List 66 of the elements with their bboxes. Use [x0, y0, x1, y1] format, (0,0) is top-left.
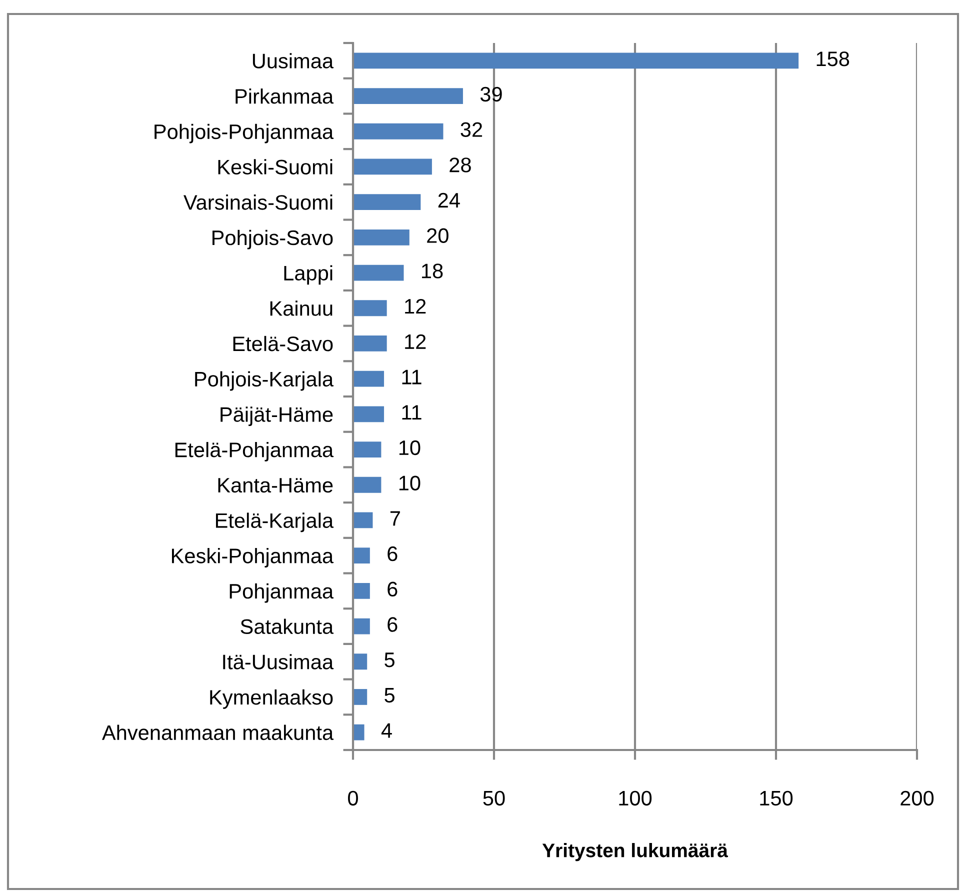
x-tick-label: 200: [900, 790, 934, 806]
data-label: 39: [480, 86, 502, 102]
bar: [353, 724, 364, 740]
data-label: 158: [816, 52, 850, 66]
bar: [353, 512, 373, 528]
x-tick-label: 150: [760, 790, 793, 806]
bar: [353, 158, 432, 175]
data-label: 7: [390, 511, 400, 526]
data-label: 20: [427, 228, 448, 244]
bar: [353, 618, 370, 634]
bar: [353, 264, 404, 281]
data-label: 5: [384, 688, 394, 703]
y-tick-label: Kainuu: [270, 300, 332, 316]
data-label: 6: [388, 617, 398, 632]
y-tick-label: Pohjois-Karjala: [195, 371, 334, 391]
y-tick-label: Etelä-Karjala: [216, 512, 334, 532]
y-tick-label: Päijät-Häme: [220, 406, 333, 426]
data-label: 24: [438, 192, 460, 208]
data-label: 10: [399, 440, 420, 456]
bar: [353, 229, 410, 246]
data-label: 4: [381, 723, 392, 738]
bar: [353, 52, 799, 69]
x-tick-label: 100: [619, 790, 652, 806]
y-tick-label: Pohjois-Savo: [212, 230, 333, 250]
bar: [353, 123, 444, 140]
x-tick-label: 0: [348, 790, 358, 806]
y-tick-label: Itä-Uusimaa: [223, 654, 334, 670]
bar: [353, 88, 463, 104]
data-label: 11: [402, 405, 422, 420]
bar: [353, 300, 387, 316]
bar: [353, 654, 368, 670]
data-label: 10: [399, 476, 420, 490]
data-label: 18: [422, 264, 443, 278]
data-label: 28: [450, 158, 471, 172]
y-tick-label: Lappi: [284, 265, 332, 285]
y-tick-label: Kymenlaakso: [210, 689, 333, 709]
bar: [353, 689, 368, 705]
data-label: 12: [405, 334, 426, 349]
bar: [353, 370, 384, 387]
bar: [353, 406, 384, 422]
x-axis-title: Yritysten lukumäärä: [542, 843, 728, 862]
bar: [353, 476, 382, 493]
y-tick-label: Varsinais-Suomi: [184, 194, 332, 210]
y-tick-label: Keski-Pohjanmaa: [172, 548, 334, 568]
data-label: 5: [384, 652, 394, 668]
y-tick-label: Keski-Suomi: [218, 159, 332, 174]
bar: [353, 442, 382, 458]
bar: [353, 336, 387, 352]
y-tick-label: Kanta-Häme: [218, 478, 333, 493]
x-tick-label: 50: [483, 790, 505, 806]
data-label: 11: [402, 370, 422, 384]
data-label: 6: [388, 546, 398, 562]
data-label: 6: [388, 582, 398, 597]
y-tick-label: Etelä-Pohjanmaa: [175, 442, 334, 462]
y-tick-label: Pirkanmaa: [236, 88, 334, 104]
y-tick-label: Pohjanmaa: [230, 583, 334, 603]
data-label: 32: [460, 122, 482, 137]
bar: [353, 548, 370, 564]
y-tick-label: Satakunta: [240, 618, 334, 634]
y-tick-label: Etelä-Savo: [233, 336, 333, 352]
y-tick-label: Uusimaa: [252, 53, 334, 68]
bar: [353, 194, 421, 210]
y-tick-label: Pohjois-Pohjanmaa: [154, 124, 334, 144]
bar: [353, 582, 370, 599]
data-label: 12: [405, 298, 426, 314]
y-tick-label: Ahvenanmaan maakunta: [102, 724, 334, 740]
